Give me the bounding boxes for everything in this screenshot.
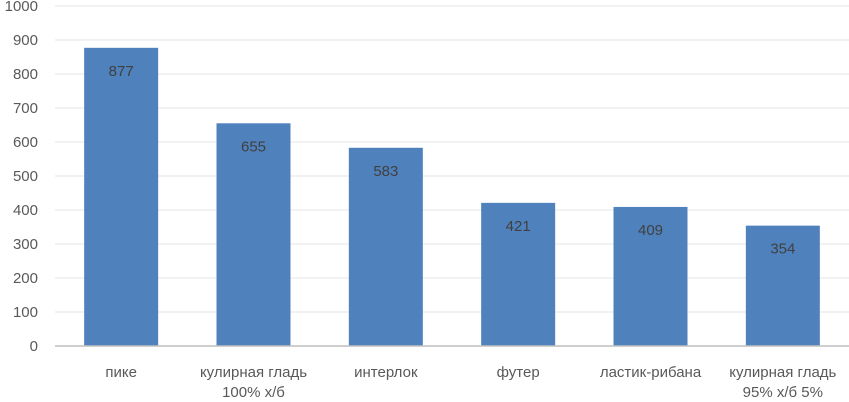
y-tick-label: 700 bbox=[13, 100, 38, 117]
gridlines bbox=[55, 5, 849, 313]
category-label-line: кулирная гладь bbox=[729, 364, 836, 381]
category-label-line: ластик-рибана bbox=[600, 364, 702, 381]
bars bbox=[84, 47, 820, 346]
data-label: 354 bbox=[770, 241, 795, 258]
y-tick-label: 900 bbox=[13, 32, 38, 49]
data-label: 409 bbox=[638, 222, 663, 239]
data-label: 877 bbox=[109, 63, 134, 80]
y-tick-label: 100 bbox=[13, 304, 38, 321]
category-label-line: 95% х/б 5% bbox=[743, 384, 823, 401]
category-label-line: интерлок bbox=[354, 364, 418, 381]
bar bbox=[216, 123, 291, 346]
data-label: 655 bbox=[241, 138, 266, 155]
y-tick-label: 1000 bbox=[5, 0, 38, 15]
y-tick-label: 800 bbox=[13, 66, 38, 83]
y-tick-label: 200 bbox=[13, 270, 38, 287]
category-label: кулирная гладь 100% х/б bbox=[200, 364, 307, 401]
data-label: 421 bbox=[506, 218, 531, 235]
bar bbox=[348, 147, 423, 346]
y-tick-label: 300 bbox=[13, 236, 38, 253]
category-label-line: пике bbox=[105, 364, 137, 381]
y-tick-label: 500 bbox=[13, 168, 38, 185]
bar bbox=[84, 47, 159, 346]
category-label-line: футер bbox=[497, 364, 540, 381]
bar bbox=[613, 206, 688, 346]
bar bbox=[481, 202, 556, 346]
y-tick-label: 600 bbox=[13, 134, 38, 151]
data-label: 583 bbox=[373, 163, 398, 180]
category-label: пике bbox=[105, 364, 137, 381]
category-label: футер bbox=[497, 364, 540, 381]
y-axis-ticks: 0 100 200 300 400 500 600 700 800 900 1000 bbox=[5, 0, 38, 355]
y-tick-label: 400 bbox=[13, 202, 38, 219]
category-label: кулирная гладь 95% х/б 5% bbox=[729, 364, 836, 401]
category-label-line: кулирная гладь bbox=[200, 364, 307, 381]
category-label: интерлок bbox=[354, 364, 418, 381]
bar bbox=[745, 225, 820, 346]
category-label-line: 100% х/б bbox=[222, 384, 285, 401]
category-labels: пике кулирная гладь 100% х/б интерлок футер л… bbox=[105, 364, 836, 401]
data-labels: 877 655 583 421 409 354 bbox=[109, 63, 796, 258]
y-tick-label: 0 bbox=[30, 338, 38, 355]
category-label: ластик-рибана bbox=[600, 364, 702, 381]
